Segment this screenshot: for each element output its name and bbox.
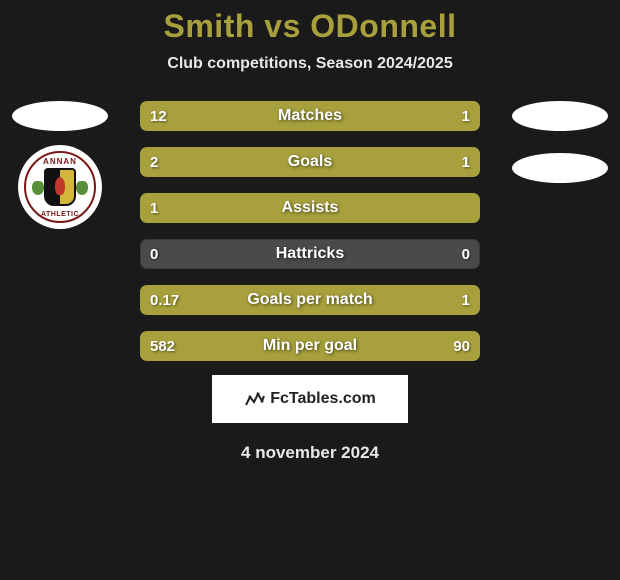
stat-label: Assists (140, 193, 480, 223)
crest-placeholder-oval (512, 153, 608, 183)
stat-row: 0.171Goals per match (140, 285, 480, 315)
stat-row: 00Hattricks (140, 239, 480, 269)
stat-label: Goals (140, 147, 480, 177)
club-badge-annan: ANNAN ATHLETIC (18, 145, 102, 229)
stats-area: ANNAN ATHLETIC 121Matches 21Goals 1Assists… (0, 101, 620, 371)
stat-row: 121Matches (140, 101, 480, 131)
left-player-crests: ANNAN ATHLETIC (12, 101, 108, 229)
badge-inner: ANNAN ATHLETIC (24, 151, 96, 223)
crest-placeholder-oval (512, 101, 608, 131)
right-player-crests (512, 101, 608, 183)
stat-label: Goals per match (140, 285, 480, 315)
badge-text-bottom: ATHLETIC (26, 211, 94, 218)
stat-row: 1Assists (140, 193, 480, 223)
infographic-container: Smith vs ODonnell Club competitions, Sea… (0, 0, 620, 463)
thistle-icon (76, 181, 88, 195)
thistle-icon (32, 181, 44, 195)
badge-text-top: ANNAN (26, 157, 94, 166)
infographic-date: 4 november 2024 (0, 443, 620, 463)
branding-badge: FcTables.com (212, 375, 408, 423)
branding-text: FcTables.com (270, 390, 376, 408)
stat-row: 21Goals (140, 147, 480, 177)
comparison-title: Smith vs ODonnell (0, 8, 620, 45)
fctables-logo-icon (244, 389, 266, 409)
crest-placeholder-oval (12, 101, 108, 131)
comparison-subtitle: Club competitions, Season 2024/2025 (0, 55, 620, 73)
stat-row: 58290Min per goal (140, 331, 480, 361)
stat-bars: 121Matches 21Goals 1Assists 00Hattricks 0.17… (140, 101, 480, 377)
flame-icon (55, 177, 65, 195)
stat-label: Matches (140, 101, 480, 131)
stat-label: Hattricks (140, 239, 480, 269)
stat-label: Min per goal (140, 331, 480, 361)
